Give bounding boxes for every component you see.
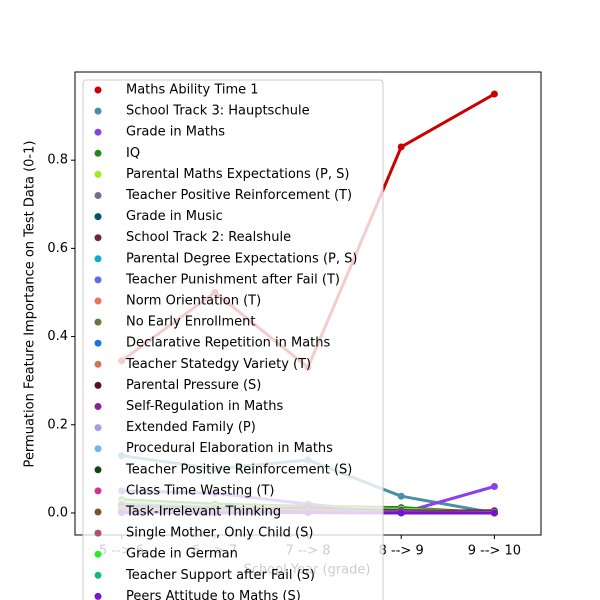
legend-marker [94, 149, 102, 157]
legend-label: Teacher Punishment after Fail (T) [125, 272, 340, 287]
legend-label: Teacher Support after Fail (S) [125, 568, 315, 583]
legend-label: Teacher Positive Reinforcement (T) [125, 188, 352, 203]
legend-label: School Track 2: Realshule [126, 230, 291, 245]
legend-marker [94, 571, 102, 579]
legend-label: Parental Degree Expectations (P, S) [126, 251, 357, 266]
legend-label: Grade in Music [126, 209, 223, 224]
legend-label: IQ [126, 146, 140, 161]
legend-marker [94, 86, 102, 94]
legend-label: Class Time Wasting (T) [126, 483, 274, 498]
y-tick-label: 0.8 [47, 153, 68, 168]
legend-label: Single Mother, Only Child (S) [126, 526, 313, 541]
legend-label: Extended Family (P) [126, 420, 256, 435]
legend-marker [94, 170, 102, 178]
legend-label: School Track 3: Hauptschule [126, 104, 310, 119]
point [397, 509, 405, 517]
legend: Maths Ability Time 1 School Track 3: Haup… [82, 79, 384, 600]
legend-marker [94, 128, 102, 136]
legend-label: Teacher Statedgy Variety (T) [125, 357, 311, 372]
y-tick-label: 0.2 [47, 417, 68, 432]
point [490, 90, 498, 98]
y-tick-label: 0.4 [47, 329, 68, 344]
legend-marker [94, 529, 102, 537]
legend-marker [94, 318, 102, 326]
legend-marker [94, 445, 102, 453]
legend-label: Peers Attitude to Maths (S) [126, 589, 301, 600]
legend-label: Norm Orientation (T) [126, 294, 261, 309]
legend-marker [94, 466, 102, 474]
legend-marker [94, 424, 102, 432]
legend-label: Declarative Repetition in Maths [126, 336, 331, 351]
point [490, 482, 498, 490]
legend-marker [94, 339, 102, 347]
legend-label: Self-Regulation in Maths [126, 399, 283, 414]
y-tick-label: 0.0 [47, 505, 68, 520]
x-tick-label: 9 --> 10 [468, 544, 521, 559]
legend-label: Teacher Positive Reinforcement (S) [125, 462, 352, 477]
legend-label: No Early Enrollment [126, 315, 255, 330]
legend-marker [94, 297, 102, 305]
legend-label: Parental Maths Expectations (P, S) [126, 167, 349, 182]
legend-marker [94, 360, 102, 368]
y-tick-label: 0.6 [47, 241, 68, 256]
legend-label: Grade in Maths [126, 125, 225, 140]
legend-marker [94, 592, 102, 600]
point [397, 492, 405, 500]
legend-marker [94, 255, 102, 263]
legend-marker [94, 276, 102, 284]
legend-marker [94, 213, 102, 221]
legend-label: Task-Irrelevant Thinking [125, 505, 281, 520]
legend-label: Grade in German [126, 547, 238, 562]
legend-marker [94, 107, 102, 115]
point [397, 143, 405, 151]
legend-marker [94, 234, 102, 242]
legend-label: Procedural Elaboration in Maths [126, 441, 333, 456]
legend-marker [94, 192, 102, 199]
legend-marker [94, 550, 102, 558]
legend-marker [94, 508, 102, 516]
y-axis-label: Permuation Feature Importance on Test Da… [23, 141, 38, 468]
point [490, 509, 498, 517]
legend-label: Parental Pressure (S) [126, 378, 261, 393]
legend-marker [94, 487, 102, 495]
legend-marker [94, 403, 102, 410]
legend-marker [94, 381, 102, 389]
legend-box [82, 79, 384, 600]
x-tick-label: 8 --> 9 [379, 544, 424, 559]
legend-label: Maths Ability Time 1 [126, 83, 259, 98]
